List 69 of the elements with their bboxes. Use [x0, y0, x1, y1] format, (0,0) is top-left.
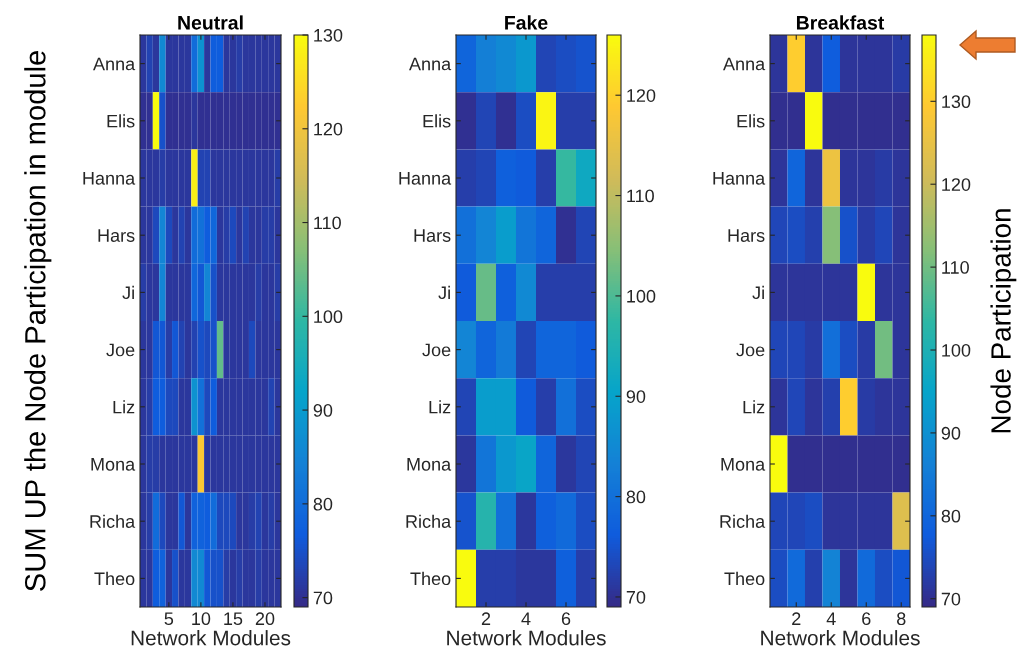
color-bar-label: 70	[941, 592, 961, 606]
color-bar-label: 80	[313, 497, 333, 511]
y-tick-label: Anna	[93, 57, 136, 71]
y-tick-label: Richa	[720, 514, 766, 528]
y-tick-label: Hanna	[399, 172, 452, 185]
y-tick-label: Mona	[91, 458, 136, 471]
y-tick-label: Anna	[723, 57, 766, 71]
color-bar-label: 80	[941, 509, 961, 523]
x-tick-label: 4	[521, 612, 531, 625]
y-tick-label: Joe	[106, 343, 135, 357]
color-bar-label: 100	[314, 310, 343, 324]
y-tick-label: Joe	[736, 343, 765, 357]
y-tick-label: Joe	[422, 343, 451, 357]
y-tick-label: Hars	[98, 229, 135, 242]
x-tick-label: 2	[481, 612, 491, 625]
y-tick-label: Richa	[406, 514, 452, 528]
color-bar-title: Node Participation	[990, 209, 1017, 433]
y-tick-label: Richa	[90, 514, 136, 528]
y-tick-label: Elis	[737, 114, 765, 128]
x-tick-label: 6	[561, 612, 571, 626]
chart-title: Fake	[505, 15, 548, 30]
color-bar-label: 80	[626, 490, 646, 504]
color-bar-label: 120	[314, 122, 343, 136]
x-axis-title: Network Modules	[447, 630, 606, 646]
color-bar-label: 130	[314, 28, 343, 42]
y-tick-label: Theo	[410, 571, 451, 586]
y-tick-label: Anna	[409, 57, 452, 71]
color-bar-label: 110	[942, 261, 969, 274]
y-tick-label: Mona	[721, 458, 766, 471]
y-tick-label: Hanna	[83, 172, 136, 185]
x-tick-label: 20	[255, 612, 275, 626]
y-tick-label: Liz	[429, 400, 451, 414]
x-tick-label: 6	[862, 612, 871, 626]
color-bar-label: 120	[942, 178, 971, 191]
color-bar-label: 90	[941, 426, 961, 440]
color-bar-label: 100	[942, 343, 971, 357]
y-tick-label: Ji	[122, 285, 134, 300]
y-tick-label: Ji	[438, 285, 450, 300]
color-bar-label: 90	[313, 404, 333, 417]
x-tick-label: 5	[164, 612, 174, 626]
x-tick-label: 4	[826, 612, 836, 625]
color-bar-label: 90	[626, 390, 646, 403]
y-tick-label: Theo	[94, 571, 135, 586]
y-tick-label: Liz	[113, 400, 135, 414]
color-bar-label: 110	[314, 216, 341, 230]
color-bar-label: 120	[627, 89, 656, 102]
x-tick-label: 10	[192, 612, 211, 626]
color-bar-label: 70	[626, 590, 646, 604]
x-tick-label: 8	[897, 612, 906, 626]
y-tick-label: Elis	[423, 114, 451, 128]
y-tick-label: Ji	[752, 285, 764, 300]
x-tick-label: 15	[224, 612, 243, 626]
y-tick-label: Liz	[743, 400, 765, 414]
y-tick-label: Mona	[407, 458, 452, 471]
y-tick-label: Hars	[414, 229, 451, 242]
y-tick-label: Hars	[728, 229, 765, 242]
x-axis-title: Network Modules	[131, 630, 291, 646]
x-tick-label: 2	[792, 612, 801, 625]
color-bar-label: 100	[627, 289, 656, 303]
chart-title: Breakfast	[796, 15, 885, 30]
x-axis-title: Network Modules	[761, 630, 920, 646]
y-axis-title: SUM UP the Node Participation in module	[24, 50, 52, 591]
y-tick-label: Theo	[724, 571, 765, 586]
color-bar-label: 130	[942, 95, 971, 109]
color-bar-label: 70	[313, 591, 333, 605]
y-tick-label: Hanna	[713, 172, 766, 185]
color-bar-label: 110	[627, 189, 654, 203]
chart-title: Neutral	[178, 15, 243, 30]
y-tick-label: Elis	[107, 114, 135, 128]
